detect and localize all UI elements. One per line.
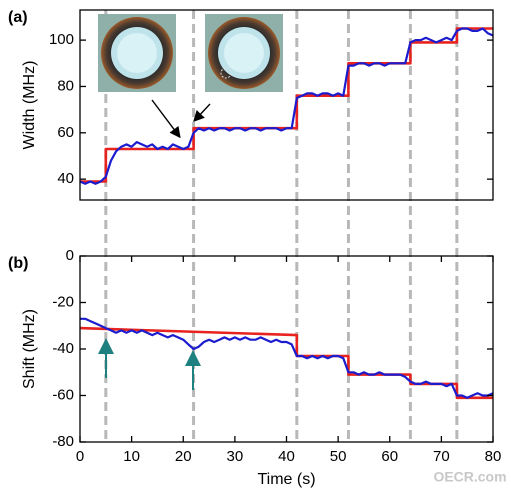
y-tick-label: -60 [52,386,74,403]
arrow [151,99,181,139]
data-line [80,317,494,399]
x-tick-label: 60 [381,448,398,465]
x-tick-label: 20 [175,448,192,465]
y-axis-label: Shift (MHz) [21,309,38,389]
y-tick-label: 80 [57,77,74,94]
inset-photo [205,14,283,92]
panel-label: (a) [8,9,28,26]
y-tick-label: 100 [49,31,74,48]
y-tick-label: -40 [52,340,74,357]
x-tick-label: 40 [278,448,295,465]
data-line [80,27,493,183]
x-axis-label: Time (s) [257,471,315,488]
inset-photo [98,14,176,92]
x-tick-label: 80 [485,448,502,465]
x-tick-label: 70 [433,448,450,465]
watermark: OECR.com [433,469,506,485]
data-layer [79,27,494,400]
y-tick-label: 60 [57,124,74,141]
y-tick-label: -80 [52,433,74,450]
x-tick-label: 50 [330,448,347,465]
plot-frame [79,255,494,443]
x-tick-label: 30 [227,448,244,465]
data-line [79,27,494,185]
panel-label: (b) [8,255,28,272]
y-tick-label: 40 [57,170,74,187]
y-tick-label: -20 [52,293,74,310]
x-tick-label: 10 [123,448,140,465]
y-tick-label: 0 [66,247,74,264]
data-line [79,326,493,400]
x-tick-label: 0 [76,448,84,465]
arrow [193,103,211,123]
y-axis-label: Width (MHz) [21,61,38,150]
plot-frame [79,9,494,201]
